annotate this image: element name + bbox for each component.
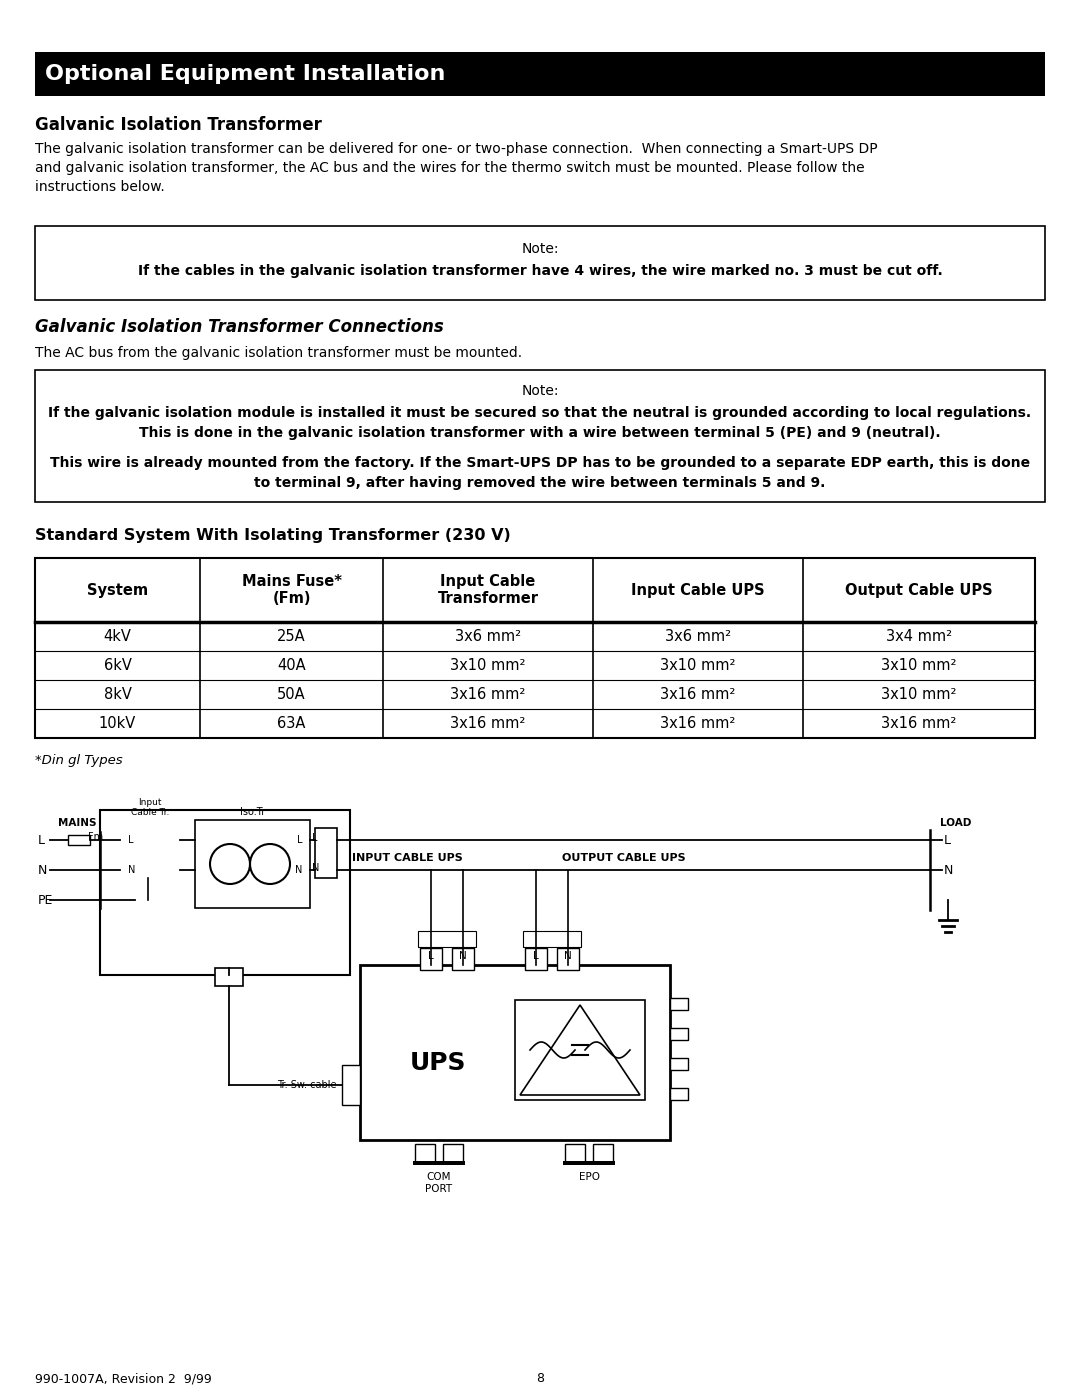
Bar	[35, 370, 1045, 502]
Text: If the galvanic isolation module is installed it must be secured so that the neu: If the galvanic isolation module is inst…	[49, 407, 1031, 440]
Text: 40A: 40A	[278, 658, 306, 673]
Text: Tr. Sw. cable: Tr. Sw. cable	[278, 1080, 337, 1090]
Bar	[35, 557, 1035, 738]
Text: L: L	[944, 834, 951, 847]
Text: 63A: 63A	[278, 717, 306, 731]
Bar	[557, 949, 579, 970]
Text: 3x16 mm²: 3x16 mm²	[660, 717, 735, 731]
Bar	[565, 1144, 585, 1162]
Text: 10kV: 10kV	[99, 717, 136, 731]
Bar	[670, 1028, 688, 1039]
Bar	[100, 810, 350, 975]
Text: Note:: Note:	[522, 384, 558, 398]
Text: MAINS: MAINS	[58, 819, 96, 828]
Text: Standard System With Isolating Transformer (230 V): Standard System With Isolating Transform…	[35, 528, 511, 543]
Text: 8: 8	[536, 1372, 544, 1384]
Text: Output Cable UPS: Output Cable UPS	[846, 583, 993, 598]
Text: Input
Cable Tr.: Input Cable Tr.	[131, 798, 170, 817]
Bar	[420, 949, 442, 970]
Text: 3x10 mm²: 3x10 mm²	[881, 658, 957, 673]
Text: Input Cable UPS: Input Cable UPS	[631, 583, 765, 598]
Bar	[315, 828, 337, 877]
Text: If the cables in the galvanic isolation transformer have 4 wires, the wire marke: If the cables in the galvanic isolation …	[137, 264, 943, 278]
Text: Optional Equipment Installation: Optional Equipment Installation	[45, 64, 445, 84]
Text: 3x16 mm²: 3x16 mm²	[660, 687, 735, 703]
Text: N: N	[295, 865, 302, 875]
Bar	[360, 965, 670, 1140]
Text: N: N	[129, 865, 135, 875]
Bar	[670, 1088, 688, 1099]
Bar	[515, 1000, 645, 1099]
Bar	[35, 226, 1045, 300]
Bar	[453, 949, 474, 970]
Text: INPUT CABLE UPS: INPUT CABLE UPS	[352, 854, 462, 863]
Bar	[342, 1065, 360, 1105]
Bar	[418, 930, 476, 947]
Text: OUTPUT CABLE UPS: OUTPUT CABLE UPS	[562, 854, 686, 863]
Bar	[215, 968, 243, 986]
Text: Note:: Note:	[522, 242, 558, 256]
Bar	[563, 1161, 615, 1165]
Text: PE: PE	[38, 894, 53, 907]
Text: 3x16 mm²: 3x16 mm²	[450, 687, 526, 703]
Text: *Din gl Types: *Din gl Types	[35, 754, 123, 767]
Text: 3x10 mm²: 3x10 mm²	[881, 687, 957, 703]
Bar	[593, 1144, 613, 1162]
Text: 3x6 mm²: 3x6 mm²	[455, 629, 521, 644]
Text: L: L	[297, 835, 302, 845]
Text: Iso.Tr: Iso.Tr	[240, 807, 265, 817]
Text: LOAD: LOAD	[940, 819, 971, 828]
Bar	[35, 52, 1045, 96]
Bar	[525, 949, 546, 970]
Text: L: L	[312, 833, 318, 842]
Bar	[195, 820, 310, 908]
Text: 50A: 50A	[278, 687, 306, 703]
Text: Galvanic Isolation Transformer Connections: Galvanic Isolation Transformer Connectio…	[35, 319, 444, 337]
Text: 3x4 mm²: 3x4 mm²	[886, 629, 953, 644]
Text: L: L	[534, 951, 539, 961]
Text: UPS: UPS	[410, 1051, 467, 1074]
Bar	[670, 997, 688, 1010]
Text: 3x16 mm²: 3x16 mm²	[881, 717, 957, 731]
Text: 25A: 25A	[278, 629, 306, 644]
Bar	[120, 820, 180, 908]
Text: Input Cable
Transformer: Input Cable Transformer	[437, 574, 539, 606]
Text: L: L	[38, 834, 45, 847]
Bar	[415, 1144, 435, 1162]
Text: This wire is already mounted from the factory. If the Smart-UPS DP has to be gro: This wire is already mounted from the fa…	[50, 455, 1030, 489]
Text: Mains Fuse*
(Fm): Mains Fuse* (Fm)	[242, 574, 341, 606]
Text: Galvanic Isolation Transformer: Galvanic Isolation Transformer	[35, 116, 322, 134]
Bar	[443, 1144, 463, 1162]
Text: 4kV: 4kV	[104, 629, 132, 644]
Text: N: N	[564, 951, 572, 961]
Text: 3x16 mm²: 3x16 mm²	[450, 717, 526, 731]
Text: COM
PORT: COM PORT	[426, 1172, 453, 1193]
Text: N: N	[38, 863, 48, 876]
Text: 8kV: 8kV	[104, 687, 132, 703]
Text: System: System	[86, 583, 148, 598]
Text: The AC bus from the galvanic isolation transformer must be mounted.: The AC bus from the galvanic isolation t…	[35, 346, 522, 360]
Text: 6kV: 6kV	[104, 658, 132, 673]
Text: Fm: Fm	[87, 833, 103, 842]
Text: 3x10 mm²: 3x10 mm²	[450, 658, 526, 673]
Text: 990-1007A, Revision 2  9/99: 990-1007A, Revision 2 9/99	[35, 1372, 212, 1384]
Text: N: N	[459, 951, 467, 961]
Text: L: L	[428, 951, 434, 961]
Text: The galvanic isolation transformer can be delivered for one- or two-phase connec: The galvanic isolation transformer can b…	[35, 142, 878, 194]
Text: N: N	[944, 863, 954, 876]
Text: EPO: EPO	[579, 1172, 599, 1182]
Bar	[413, 1161, 465, 1165]
Text: L: L	[129, 835, 134, 845]
Text: 3x6 mm²: 3x6 mm²	[665, 629, 731, 644]
Text: 3x10 mm²: 3x10 mm²	[660, 658, 735, 673]
Text: N: N	[312, 863, 320, 873]
Bar	[68, 835, 90, 845]
Bar	[523, 930, 581, 947]
Bar	[670, 1058, 688, 1070]
